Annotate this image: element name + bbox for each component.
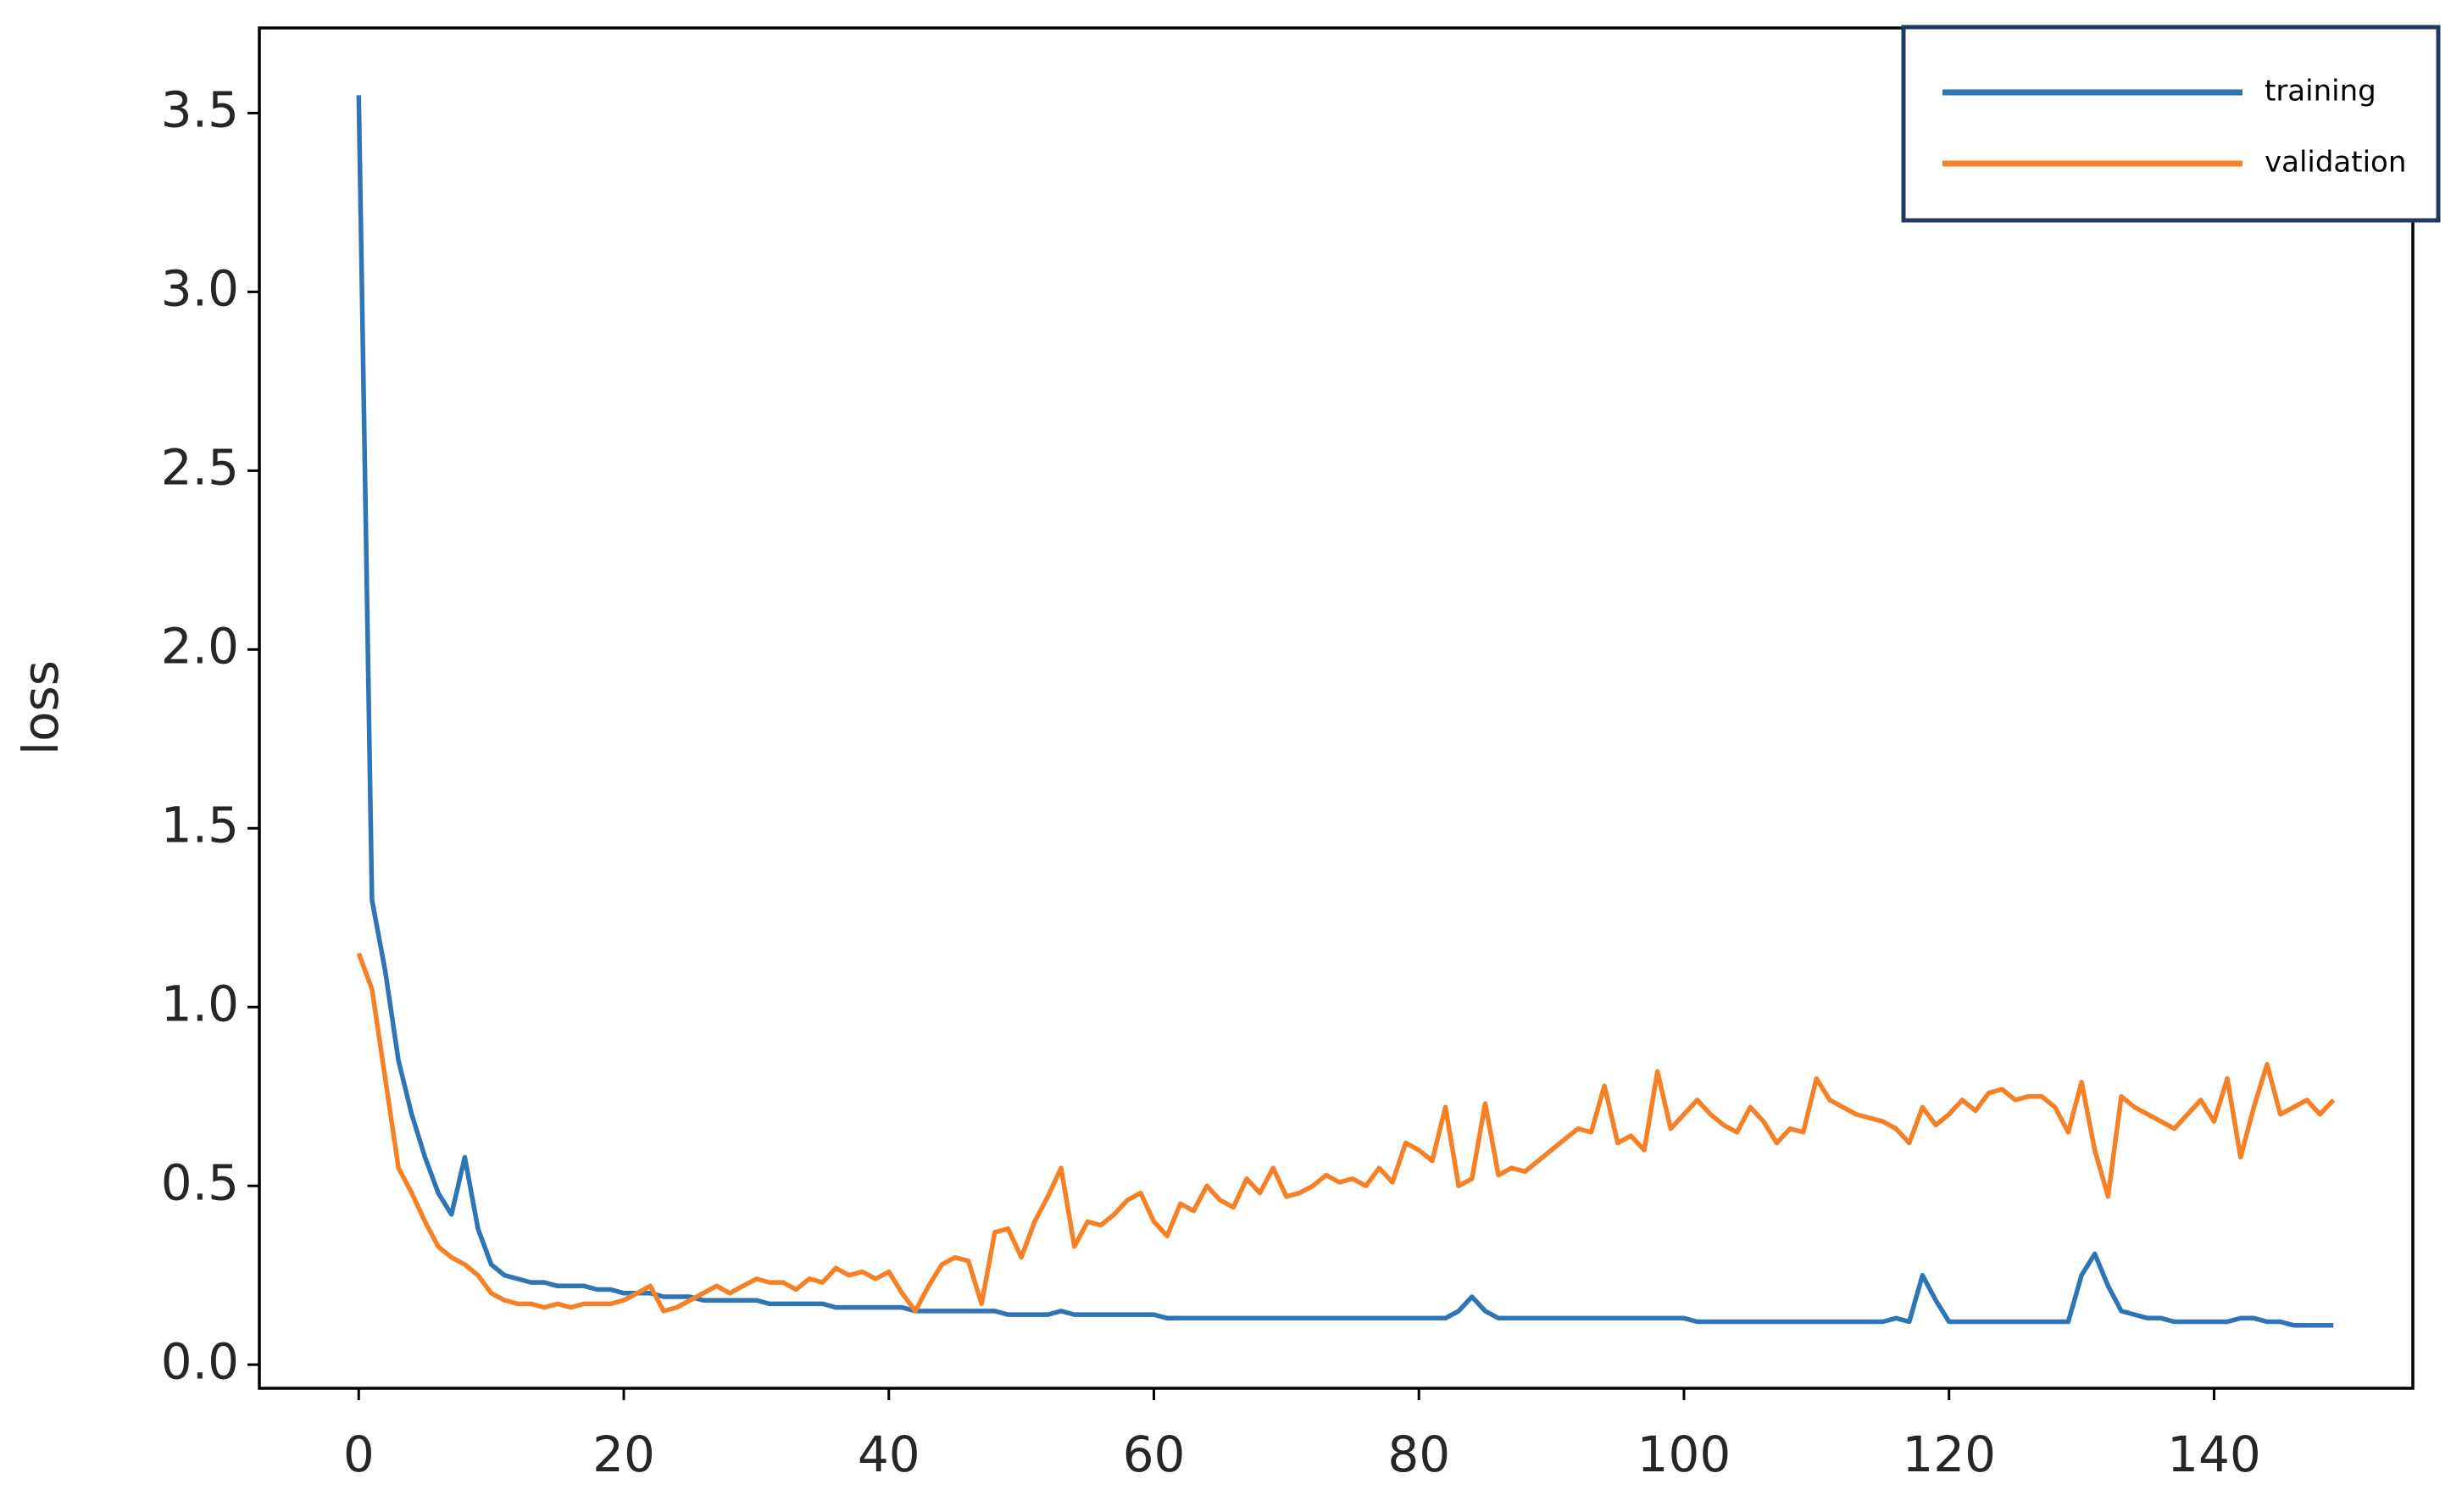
series-line — [356, 952, 2336, 1314]
y-axis-label: loss — [12, 660, 69, 755]
legend-label: validation — [2265, 146, 2406, 180]
y-tick-label: 1.5 — [161, 796, 239, 853]
y-tick-label: 0.0 — [161, 1332, 239, 1390]
x-tick-label: 20 — [592, 1426, 655, 1483]
y-tick-label: 3.5 — [161, 81, 239, 139]
x-tick-label: 80 — [1387, 1426, 1450, 1483]
x-tick-label: 60 — [1123, 1426, 1186, 1483]
legend-label: training — [2265, 75, 2376, 108]
x-tick-label: 100 — [1637, 1426, 1731, 1483]
series-line — [356, 95, 2334, 1328]
y-tick-label: 3.0 — [161, 259, 239, 317]
x-tick-label: 40 — [858, 1426, 920, 1483]
y-tick-label: 2.0 — [161, 617, 239, 675]
y-tick-label: 1.0 — [161, 975, 239, 1032]
y-tick-label: 2.5 — [161, 438, 239, 496]
x-tick-label: 0 — [343, 1426, 375, 1483]
y-tick-label: 0.5 — [161, 1153, 239, 1211]
x-tick-label: 140 — [2167, 1426, 2261, 1483]
plot-frame — [258, 26, 2415, 1390]
legend-box — [1901, 25, 2441, 223]
x-tick-label: 120 — [1902, 1426, 1996, 1483]
